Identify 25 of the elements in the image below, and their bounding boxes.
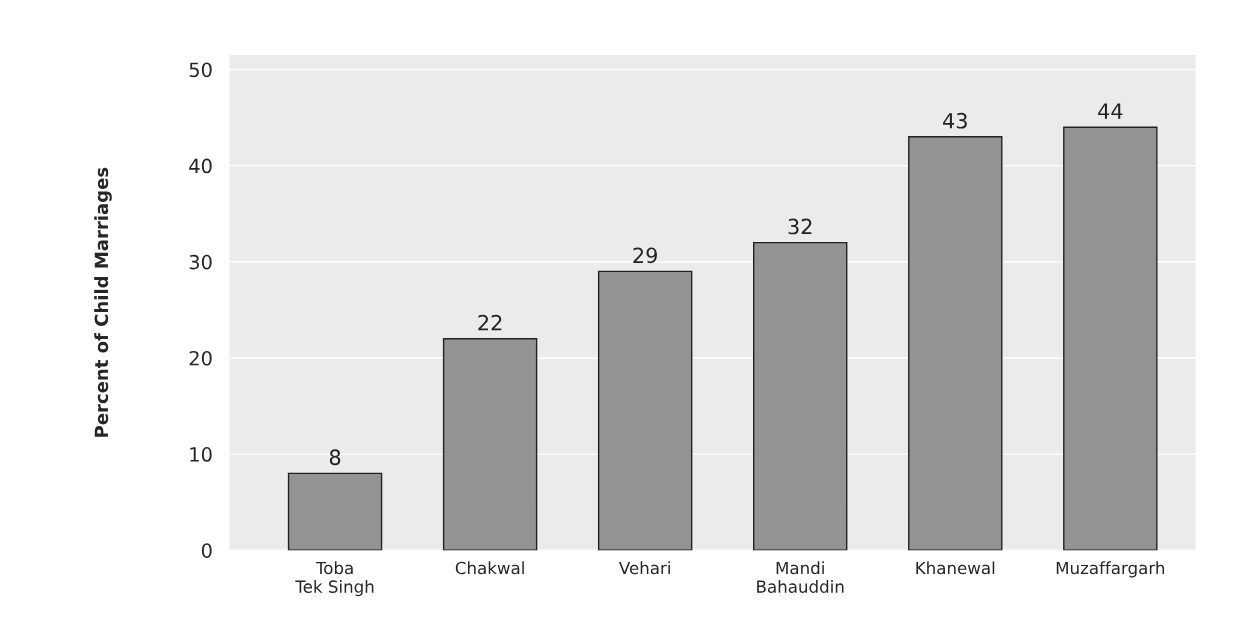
y-tick-label: 50 <box>189 62 212 78</box>
y-tick-label: 20 <box>189 350 212 366</box>
data-label: 44 <box>1098 103 1123 119</box>
x-tick-label: Muzaffargarh <box>1056 561 1165 578</box>
data-label: 43 <box>943 112 967 129</box>
y-tick-label: 10 <box>190 447 212 462</box>
x-tick-label: Toba Tek Singh <box>295 561 374 597</box>
bar <box>287 472 383 551</box>
data-label: 8 <box>329 449 341 466</box>
x-tick-label: Vehari <box>618 561 670 575</box>
y-tick-label: 30 <box>189 254 212 270</box>
bar <box>908 136 1003 551</box>
data-label: 32 <box>788 218 812 235</box>
data-label: 29 <box>633 247 657 264</box>
data-label: 22 <box>478 314 502 331</box>
y-axis-title: Percent of Child Marriages <box>94 167 112 437</box>
y-tick-label: 0 <box>201 543 212 558</box>
x-tick-label: Mandi Bahauddin <box>757 561 844 593</box>
bar <box>1063 126 1158 551</box>
x-tick-label: Khanewal <box>916 561 995 575</box>
bar <box>597 270 693 551</box>
bar <box>442 338 538 551</box>
bar <box>753 241 848 551</box>
y-tick-label: 40 <box>189 158 212 174</box>
x-tick-label: Chakwal <box>455 561 524 575</box>
